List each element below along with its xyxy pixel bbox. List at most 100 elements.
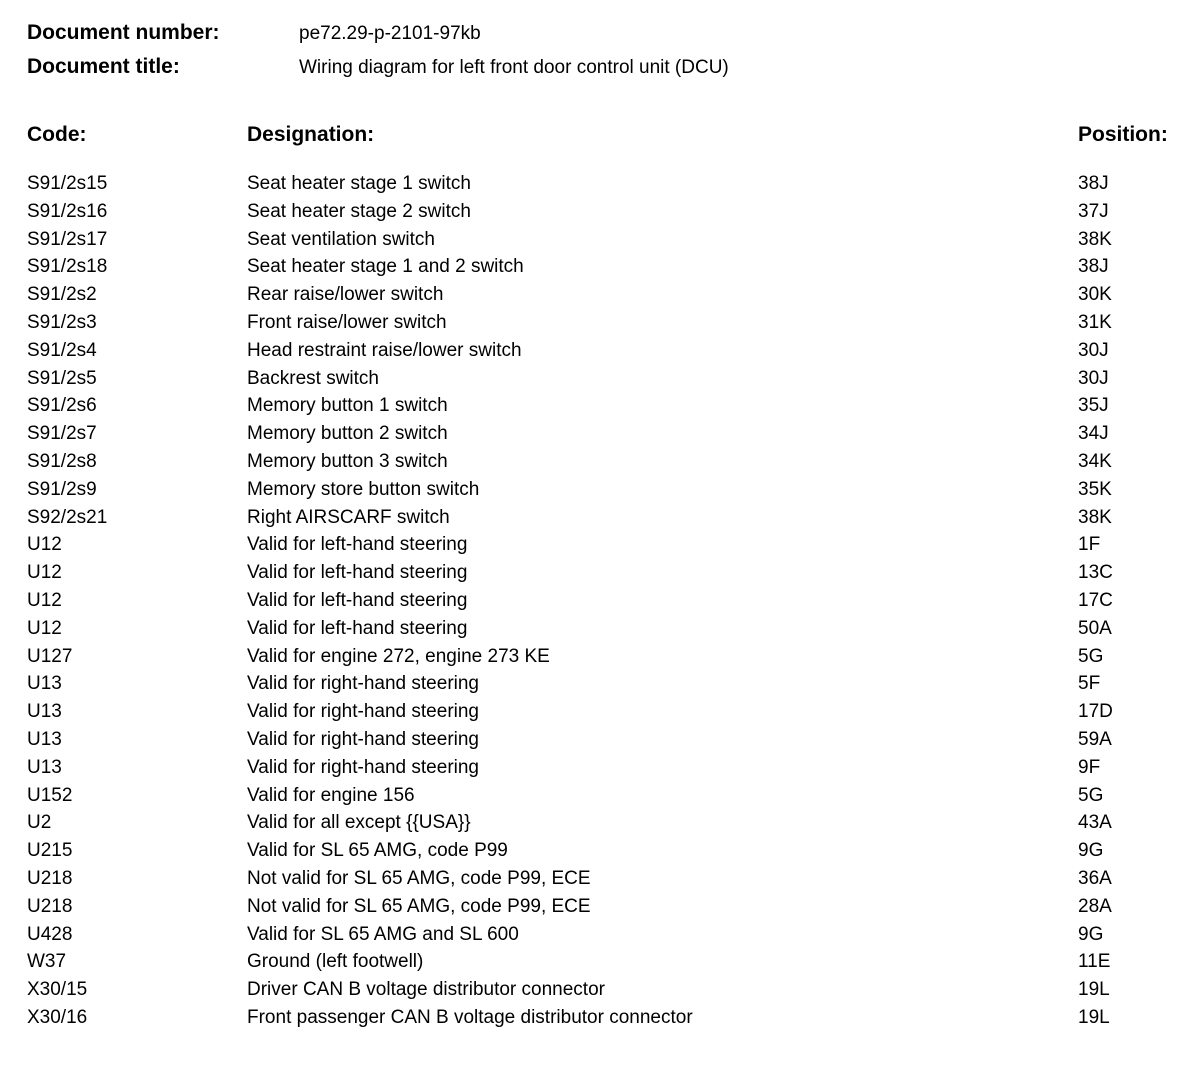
- row-designation: Valid for SL 65 AMG and SL 600: [247, 923, 519, 945]
- document-number-value: pe72.29-p-2101-97kb: [299, 23, 481, 44]
- row-code: S91/2s6: [27, 395, 97, 417]
- row-position: 38K: [1078, 506, 1112, 528]
- row-code: U12: [27, 589, 62, 611]
- row-code: U13: [27, 701, 62, 723]
- table-row: U218 Not valid for SL 65 AMG, code P99, …: [27, 865, 1198, 893]
- table-row: S91/2s17 Seat ventilation switch 38K: [27, 226, 1198, 254]
- table-row: W37 Ground (left footwell) 11E: [27, 948, 1198, 976]
- row-code: S91/2s5: [27, 367, 97, 389]
- row-code: S91/2s7: [27, 423, 97, 445]
- row-position: 28A: [1078, 895, 1112, 917]
- table-row: U127 Valid for engine 272, engine 273 KE…: [27, 643, 1198, 671]
- table-row: S91/2s15 Seat heater stage 1 switch 38J: [27, 170, 1198, 198]
- table-body: S91/2s15 Seat heater stage 1 switch 38J …: [27, 170, 1198, 1032]
- row-position: 9G: [1078, 923, 1104, 945]
- code-table: Code: Designation: Position: S91/2s15 Se…: [0, 121, 1198, 1032]
- row-position: 36A: [1078, 867, 1112, 889]
- row-designation: Backrest switch: [247, 367, 379, 389]
- row-code: S91/2s16: [27, 200, 108, 222]
- row-designation: Front raise/lower switch: [247, 311, 447, 333]
- row-code: S91/2s8: [27, 450, 97, 472]
- row-designation: Valid for left-hand steering: [247, 562, 468, 584]
- document-title-row: Document title: Wiring diagram for left …: [27, 50, 1198, 84]
- row-designation: Valid for left-hand steering: [247, 534, 468, 556]
- table-row: X30/15 Driver CAN B voltage distributor …: [27, 976, 1198, 1004]
- row-position: 17D: [1078, 701, 1113, 723]
- row-position: 13C: [1078, 562, 1113, 584]
- row-code: U215: [27, 840, 73, 862]
- row-designation: Valid for right-hand steering: [247, 756, 479, 778]
- row-position: 38K: [1078, 228, 1112, 250]
- column-header-designation: Designation:: [247, 123, 375, 146]
- row-position: 38J: [1078, 256, 1109, 278]
- table-row: S91/2s9 Memory store button switch 35K: [27, 476, 1198, 504]
- row-position: 30J: [1078, 367, 1109, 389]
- row-position: 5G: [1078, 784, 1104, 806]
- row-code: U13: [27, 728, 62, 750]
- row-designation: Front passenger CAN B voltage distributo…: [247, 1006, 693, 1028]
- table-row: U12 Valid for left-hand steering 50A: [27, 615, 1198, 643]
- row-designation: Memory button 3 switch: [247, 450, 448, 472]
- row-code: U218: [27, 867, 73, 889]
- row-position: 9F: [1078, 756, 1101, 778]
- row-designation: Valid for right-hand steering: [247, 728, 479, 750]
- row-position: 11E: [1078, 951, 1111, 973]
- row-designation: Seat heater stage 1 and 2 switch: [247, 256, 524, 278]
- row-position: 30J: [1078, 339, 1109, 361]
- document-title-value: Wiring diagram for left front door contr…: [299, 57, 729, 78]
- row-position: 34K: [1078, 450, 1112, 472]
- row-code: S91/2s17: [27, 228, 108, 250]
- row-designation: Driver CAN B voltage distributor connect…: [247, 979, 605, 1001]
- column-header-code: Code:: [27, 123, 87, 146]
- row-designation: Valid for engine 272, engine 273 KE: [247, 645, 550, 667]
- row-code: U12: [27, 562, 62, 584]
- row-designation: Right AIRSCARF switch: [247, 506, 450, 528]
- row-code: U428: [27, 923, 73, 945]
- row-position: 38J: [1078, 173, 1109, 194]
- row-position: 59A: [1078, 728, 1112, 750]
- table-row: U428 Valid for SL 65 AMG and SL 600 9G: [27, 921, 1198, 949]
- row-position: 50A: [1078, 617, 1112, 639]
- row-designation: Not valid for SL 65 AMG, code P99, ECE: [247, 895, 591, 917]
- table-row: U2 Valid for all except {{USA}} 43A: [27, 809, 1198, 837]
- row-position: 19L: [1078, 1006, 1110, 1028]
- row-code: U218: [27, 895, 73, 917]
- row-position: 34J: [1078, 423, 1109, 445]
- row-position: 35K: [1078, 478, 1112, 500]
- table-row: S91/2s6 Memory button 1 switch 35J: [27, 392, 1198, 420]
- document-header: Document number: pe72.29-p-2101-97kb Doc…: [0, 0, 1198, 84]
- table-row: S92/2s21 Right AIRSCARF switch 38K: [27, 504, 1198, 532]
- document-title-label: Document title:: [27, 55, 180, 78]
- row-code: U152: [27, 784, 73, 806]
- row-position: 5G: [1078, 645, 1104, 667]
- row-code: U13: [27, 756, 62, 778]
- table-row: S91/2s18 Seat heater stage 1 and 2 switc…: [27, 253, 1198, 281]
- row-designation: Rear raise/lower switch: [247, 284, 444, 306]
- table-row: S91/2s5 Backrest switch 30J: [27, 365, 1198, 393]
- table-row: U13 Valid for right-hand steering 9F: [27, 754, 1198, 782]
- row-designation: Valid for SL 65 AMG, code P99: [247, 840, 508, 862]
- row-code: S91/2s9: [27, 478, 97, 500]
- table-row: S91/2s8 Memory button 3 switch 34K: [27, 448, 1198, 476]
- row-designation: Valid for left-hand steering: [247, 589, 468, 611]
- row-code: X30/15: [27, 979, 88, 1001]
- row-position: 9G: [1078, 840, 1104, 862]
- row-code: U12: [27, 617, 62, 639]
- row-code: S91/2s3: [27, 311, 97, 333]
- table-row: U12 Valid for left-hand steering 13C: [27, 559, 1198, 587]
- row-code: S92/2s21: [27, 506, 108, 528]
- row-designation: Seat heater stage 2 switch: [247, 200, 471, 222]
- row-position: 31K: [1078, 311, 1112, 333]
- table-row: S91/2s16 Seat heater stage 2 switch 37J: [27, 198, 1198, 226]
- row-position: 30K: [1078, 284, 1112, 306]
- table-row: U12 Valid for left-hand steering 17C: [27, 587, 1198, 615]
- table-header-row: Code: Designation: Position:: [27, 121, 1198, 149]
- row-code: U127: [27, 645, 73, 667]
- row-designation: Valid for right-hand steering: [247, 673, 479, 695]
- table-row: U215 Valid for SL 65 AMG, code P99 9G: [27, 837, 1198, 865]
- row-designation: Seat heater stage 1 switch: [247, 173, 471, 194]
- row-designation: Valid for engine 156: [247, 784, 415, 806]
- table-row: U13 Valid for right-hand steering 59A: [27, 726, 1198, 754]
- row-designation: Not valid for SL 65 AMG, code P99, ECE: [247, 867, 591, 889]
- row-designation: Seat ventilation switch: [247, 228, 435, 250]
